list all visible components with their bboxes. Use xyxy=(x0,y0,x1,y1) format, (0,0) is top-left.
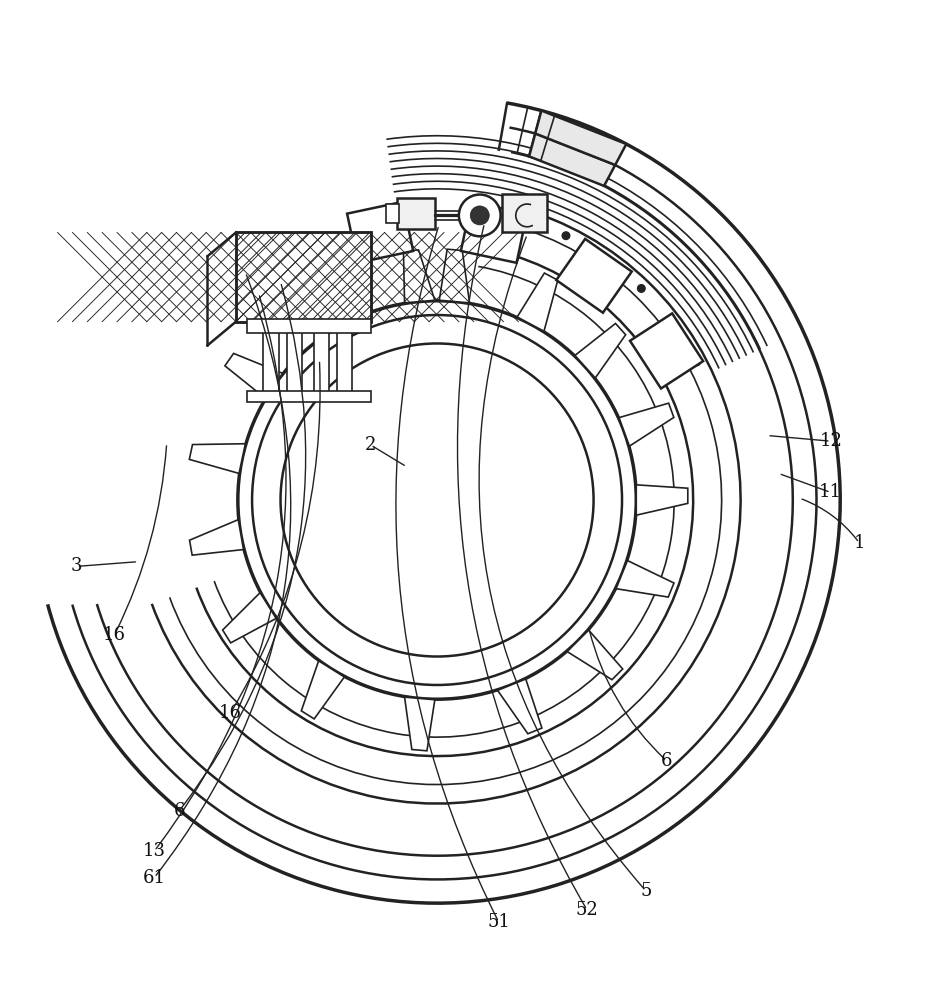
Polygon shape xyxy=(557,239,632,313)
Text: 6: 6 xyxy=(661,752,673,770)
Polygon shape xyxy=(309,277,357,331)
Bar xyxy=(287,322,302,393)
Text: 6: 6 xyxy=(173,802,185,820)
Bar xyxy=(236,232,370,322)
Text: 16: 16 xyxy=(103,626,126,644)
Circle shape xyxy=(668,319,675,327)
Polygon shape xyxy=(439,249,469,303)
Bar xyxy=(397,198,435,229)
Circle shape xyxy=(637,285,645,292)
Polygon shape xyxy=(498,679,542,734)
Text: 61: 61 xyxy=(142,869,166,887)
Polygon shape xyxy=(517,273,558,331)
Text: 52: 52 xyxy=(576,901,598,919)
Polygon shape xyxy=(405,697,435,751)
Circle shape xyxy=(693,358,700,366)
Polygon shape xyxy=(575,323,626,378)
Polygon shape xyxy=(301,661,344,719)
Polygon shape xyxy=(636,485,688,515)
Bar xyxy=(247,391,370,402)
Text: 12: 12 xyxy=(819,432,842,450)
Text: 13: 13 xyxy=(142,842,166,860)
Circle shape xyxy=(470,206,489,225)
Text: 1: 1 xyxy=(853,534,864,552)
Bar xyxy=(247,319,370,333)
Text: 5: 5 xyxy=(640,882,652,900)
Polygon shape xyxy=(189,444,245,473)
Polygon shape xyxy=(225,353,282,398)
Bar xyxy=(314,322,329,393)
Polygon shape xyxy=(190,520,243,555)
Bar xyxy=(386,204,399,223)
Polygon shape xyxy=(404,250,435,303)
Polygon shape xyxy=(347,202,413,263)
Polygon shape xyxy=(222,593,276,643)
Circle shape xyxy=(562,232,570,239)
Bar xyxy=(263,322,278,393)
Polygon shape xyxy=(567,630,622,680)
Circle shape xyxy=(520,215,527,223)
Circle shape xyxy=(602,255,610,263)
Text: 11: 11 xyxy=(819,483,843,501)
Circle shape xyxy=(474,205,482,213)
Circle shape xyxy=(459,195,501,236)
Polygon shape xyxy=(535,111,626,165)
Bar xyxy=(236,232,370,322)
Polygon shape xyxy=(619,403,674,446)
Polygon shape xyxy=(529,133,616,186)
Polygon shape xyxy=(616,561,674,597)
Polygon shape xyxy=(461,202,527,263)
Text: 51: 51 xyxy=(487,913,510,931)
Polygon shape xyxy=(630,313,703,389)
Text: 2: 2 xyxy=(365,436,376,454)
Text: 16: 16 xyxy=(218,704,241,722)
Bar xyxy=(502,194,547,232)
Bar xyxy=(336,322,351,393)
Text: 3: 3 xyxy=(71,557,83,575)
